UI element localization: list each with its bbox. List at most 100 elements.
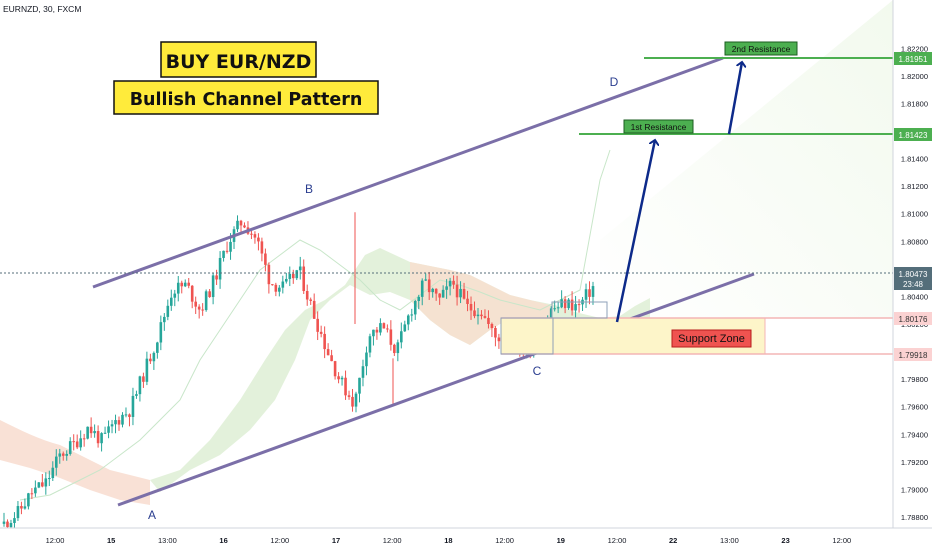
candle	[54, 449, 58, 476]
price-axis[interactable]: 1.822001.820001.818001.816001.814001.812…	[892, 0, 932, 528]
candle	[93, 424, 96, 438]
candle	[121, 412, 124, 428]
bar-countdown: 23:48	[903, 280, 924, 289]
lower-channel-line[interactable]	[117, 272, 755, 507]
candle	[393, 343, 396, 357]
candle	[319, 325, 323, 338]
point-d-label: D	[610, 75, 619, 89]
candle	[166, 299, 170, 321]
candle	[420, 278, 424, 306]
candle	[459, 281, 462, 304]
candle	[438, 293, 441, 305]
candle	[396, 339, 400, 362]
time-tick-12: 13:00	[720, 536, 739, 545]
candle	[58, 448, 62, 464]
candle	[204, 289, 208, 312]
candle	[44, 472, 48, 495]
support-zone-text: Support Zone	[678, 333, 745, 345]
breakout-box	[551, 301, 608, 319]
candle	[218, 251, 222, 289]
candle	[23, 498, 27, 510]
price-tick-15: 1.79200	[901, 458, 928, 467]
time-tick-6: 12:00	[383, 536, 402, 545]
candle	[173, 289, 177, 307]
candle	[434, 288, 438, 301]
candle	[114, 414, 117, 434]
time-tick-11: 22	[669, 536, 677, 545]
candle	[89, 417, 93, 438]
candle	[452, 275, 455, 289]
candle	[490, 322, 494, 338]
candle	[337, 372, 340, 384]
candle	[194, 296, 197, 315]
time-tick-8: 12:00	[495, 536, 514, 545]
upper-channel-line[interactable]	[92, 56, 724, 289]
time-tick-7: 18	[444, 536, 452, 545]
candle	[16, 501, 20, 521]
candle	[187, 277, 191, 289]
candle	[163, 313, 166, 331]
candle	[556, 301, 560, 314]
candle	[340, 375, 344, 386]
candle	[298, 256, 302, 280]
candle	[316, 311, 319, 341]
candle	[107, 420, 110, 439]
first-resistance-label[interactable]: 1st Resistance	[623, 119, 694, 134]
candle	[243, 222, 246, 229]
candle	[159, 315, 163, 351]
candle	[180, 280, 184, 294]
candle	[375, 326, 379, 340]
projection-area	[600, 0, 893, 318]
candle	[128, 413, 131, 427]
candle	[142, 372, 145, 388]
time-tick-1: 15	[107, 536, 115, 545]
time-tick-4: 12:00	[270, 536, 289, 545]
candle	[326, 343, 330, 356]
support-zone-label[interactable]: Support Zone	[671, 329, 752, 348]
candle	[312, 293, 316, 319]
candle	[413, 299, 417, 320]
candle	[406, 314, 410, 331]
candle	[257, 233, 260, 251]
candle	[347, 390, 351, 400]
support-bottom-price: 1.79918	[899, 351, 928, 360]
point-c-label: C	[533, 364, 542, 378]
candle	[354, 391, 358, 413]
candle	[445, 279, 448, 299]
candle	[400, 322, 403, 349]
price-tick-17: 1.78800	[901, 513, 928, 522]
candle	[466, 290, 469, 312]
candle	[591, 281, 595, 305]
time-tick-0: 12:00	[46, 536, 65, 545]
candles	[2, 212, 595, 535]
candle	[135, 390, 138, 399]
candle	[156, 341, 159, 359]
price-tick-0: 1.82200	[901, 44, 928, 53]
candle	[211, 273, 215, 305]
candle	[361, 359, 365, 387]
candle	[448, 277, 452, 296]
symbol-header: EURNZD, 30, FXCM	[3, 4, 81, 14]
candle	[574, 295, 577, 320]
candle	[476, 308, 480, 325]
time-axis[interactable]: 12:00 15 13:00 16 12:00 17 12:00 18 12:00 19 12:00…	[0, 527, 932, 550]
candle	[480, 310, 483, 320]
candle	[222, 250, 225, 262]
second-resistance-label[interactable]: 2nd Resistance	[724, 41, 798, 56]
candle	[309, 297, 312, 305]
candle	[372, 329, 375, 346]
ichimoku-cloud	[0, 248, 650, 505]
time-tick-2: 13:00	[158, 536, 177, 545]
subtitle-text: Bullish Channel Pattern	[130, 90, 363, 110]
candle	[138, 375, 142, 402]
time-tick-9: 19	[557, 536, 565, 545]
candle	[236, 215, 239, 233]
candle	[351, 388, 354, 412]
candle	[274, 282, 278, 297]
candle	[103, 426, 107, 434]
candle	[278, 285, 281, 297]
candle	[253, 231, 257, 244]
support-top-price: 1.80176	[899, 315, 928, 324]
candle	[183, 279, 187, 288]
